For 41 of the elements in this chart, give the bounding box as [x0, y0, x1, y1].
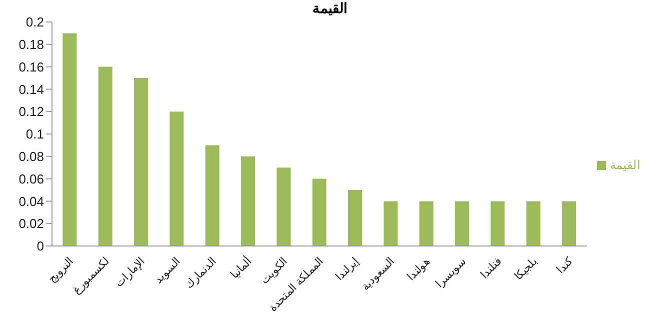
x-tick-label: النرويج [46, 256, 76, 286]
bar [170, 112, 184, 246]
y-tick-label: 0.02 [18, 216, 44, 232]
bar [62, 33, 77, 246]
bar [205, 145, 220, 246]
bar [276, 168, 291, 246]
y-tick-label: 0.14 [18, 82, 44, 97]
y-tick-label: 0.18 [18, 37, 44, 52]
bar [98, 66, 112, 246]
x-tick-label: السعودية [359, 256, 397, 294]
bar [241, 156, 256, 246]
x-tick-label: الدنمارك [183, 256, 219, 291]
y-tick-label: 0.16 [18, 59, 44, 74]
bar [384, 201, 398, 246]
y-tick-label: 0.06 [18, 171, 44, 186]
bar [419, 201, 434, 246]
bar [455, 201, 470, 246]
x-tick-label: إيرلندا [334, 256, 362, 284]
x-tick-label: كندا [554, 254, 576, 276]
x-tick-label: السويد [152, 256, 183, 286]
bar [526, 201, 540, 246]
x-tick-label: الكويت [258, 256, 290, 287]
y-tick-label: 0.2 [26, 14, 44, 30]
legend-label: القيمة [610, 158, 640, 172]
y-tick-label: 0.04 [18, 194, 44, 209]
y-tick-label: 0.1 [26, 126, 44, 142]
bar [562, 201, 576, 246]
bar [348, 190, 362, 246]
chart-title: القيمة [312, 0, 348, 16]
x-tick-label: بلجيكا [512, 256, 540, 283]
x-tick-label: هولندا [405, 256, 433, 284]
y-tick-label: 0.12 [18, 104, 44, 120]
bar [490, 201, 505, 246]
bar [134, 78, 148, 246]
x-tick-label: فنلندا [478, 256, 504, 282]
x-tick-label: الإمارات [113, 256, 148, 290]
x-tick-label: ألمانيا [227, 254, 254, 282]
bar [312, 178, 326, 246]
x-tick-label: سويسرا [434, 256, 468, 290]
y-tick-label: 0.08 [18, 149, 44, 164]
y-tick-label: 0 [36, 238, 44, 254]
